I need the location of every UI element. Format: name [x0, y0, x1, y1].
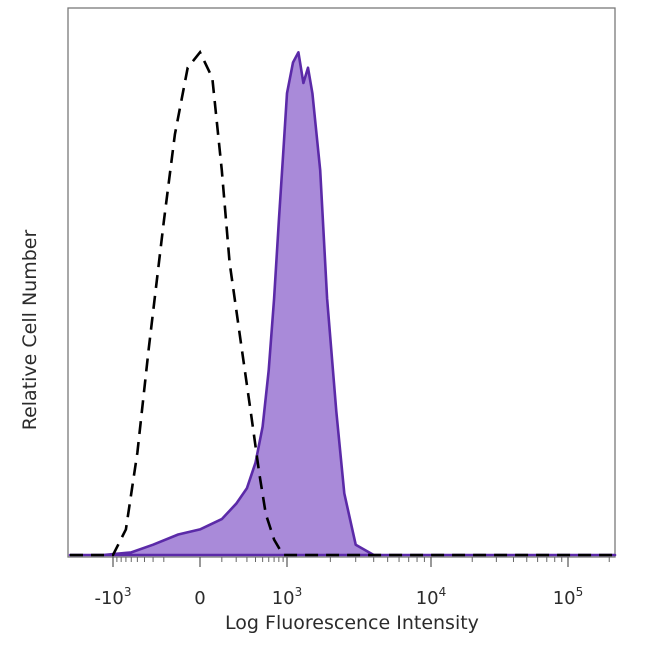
- series-layer: [68, 49, 617, 557]
- x-tick-label: 0: [194, 588, 205, 609]
- x-tick-label: 103: [272, 585, 303, 609]
- x-axis-label: Log Fluorescence Intensity: [225, 612, 479, 634]
- y-axis-label: Relative Cell Number: [19, 230, 41, 431]
- x-axis-ticks: -103 0 103 104 105: [94, 557, 610, 609]
- x-tick-label: -103: [94, 585, 131, 609]
- x-tick-label: 104: [416, 585, 447, 609]
- dashed-control-series: [70, 49, 615, 557]
- filled-histogram-series: [68, 51, 617, 557]
- x-tick-label: 105: [553, 585, 584, 609]
